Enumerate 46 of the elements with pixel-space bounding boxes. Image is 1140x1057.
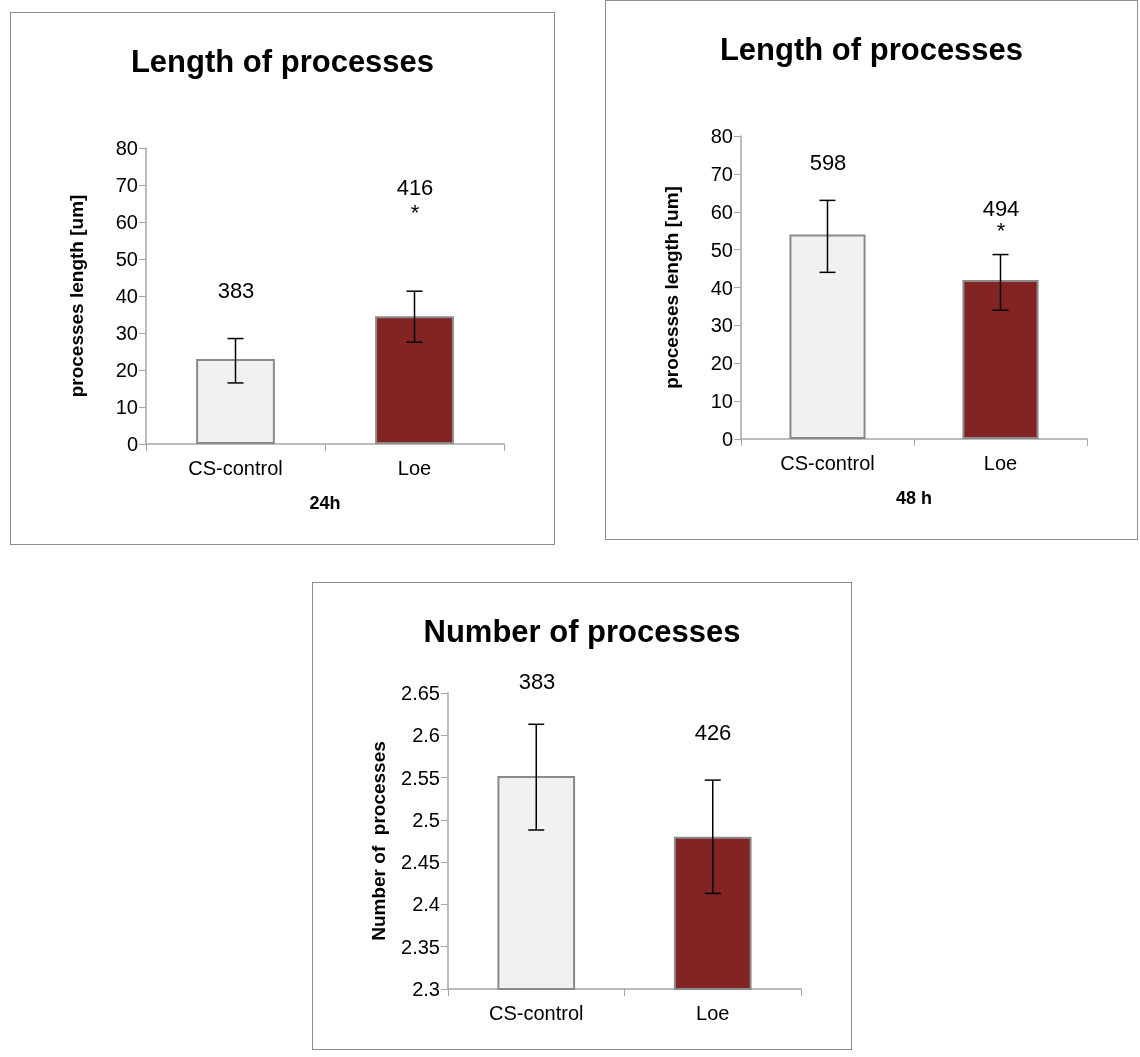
y-tick-label: 80 <box>710 125 733 147</box>
y-tick-label: 40 <box>115 285 138 307</box>
y-axis-title: processes length [um] <box>661 186 682 389</box>
x-tick-label: CS-control <box>780 452 875 474</box>
annotation: 426 <box>694 719 732 745</box>
x-tick-label: Loe <box>696 1002 730 1024</box>
annotation: * <box>410 199 420 225</box>
y-tick-label: 40 <box>710 276 733 299</box>
y-axis-title: Number of processes <box>368 741 389 941</box>
y-tick-label: 30 <box>115 322 138 344</box>
x-tick-label: Loe <box>983 452 1018 474</box>
chart-title: Length of processes <box>130 44 435 79</box>
y-tick-label: 0 <box>721 428 733 450</box>
y-tick-label: 70 <box>710 162 733 185</box>
annotation: 416 <box>396 174 434 200</box>
annotation: 598 <box>809 149 847 175</box>
chart-title: Length of processes <box>719 32 1024 67</box>
y-tick-label: 2.55 <box>401 766 440 789</box>
y-tick-label: 60 <box>115 211 138 233</box>
y-tick-label: 70 <box>115 174 138 196</box>
y-tick-label: 2.5 <box>412 808 440 831</box>
y-tick-label: 60 <box>710 200 733 223</box>
y-tick-label: 2.45 <box>401 851 440 874</box>
x-tick-label: CS-control <box>489 1002 584 1024</box>
y-axis-title: processes length [um] <box>66 194 87 398</box>
y-tick-label: 2.6 <box>412 724 440 747</box>
y-tick-label: 2.3 <box>412 978 440 1000</box>
y-tick-label: 30 <box>710 314 733 337</box>
y-tick-label: 20 <box>710 352 733 375</box>
annotation: 383 <box>217 277 255 303</box>
y-tick-label: 80 <box>115 137 138 159</box>
x-tick-label: CS-control <box>188 457 283 479</box>
y-tick-label: 2.65 <box>401 682 440 704</box>
y-tick-label: 50 <box>115 248 138 270</box>
y-tick-label: 50 <box>710 238 733 261</box>
y-tick-label: 20 <box>115 359 138 381</box>
chart-title: Number of processes <box>423 614 741 649</box>
x-axis-title: 48 h <box>895 488 933 508</box>
y-tick-label: 0 <box>126 433 138 455</box>
y-tick-label: 2.4 <box>412 893 440 916</box>
x-axis-title: 24h <box>309 493 341 513</box>
y-tick-label: 10 <box>710 390 733 413</box>
y-tick-label: 10 <box>115 396 138 418</box>
annotation: 383 <box>518 668 556 694</box>
y-tick-label: 2.35 <box>401 935 440 958</box>
x-tick-label: Loe <box>397 457 432 479</box>
